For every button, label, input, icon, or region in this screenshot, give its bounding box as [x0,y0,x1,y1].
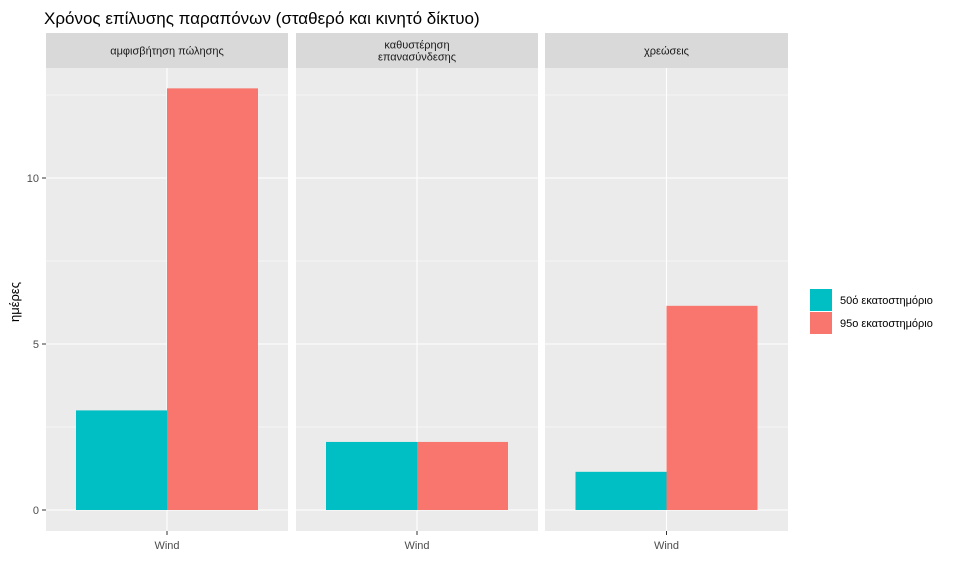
y-tick-label: 5 [33,339,39,351]
legend-key [810,289,832,311]
bar-p50 [326,441,417,510]
facet-strip-label: χρεώσεις [644,46,689,58]
facet-strip-label: επανασύνδεσης [378,52,456,64]
y-axis: 0 5 10 [27,173,46,517]
legend: 50ό εκατοστημόριο 95ο εκατοστημόριο [810,289,933,334]
bar-p95 [666,305,758,510]
facet-panel: χρεώσεις Wind [545,33,788,552]
facet-panels: αμφισβήτηση πώλησηςWindκαθυστέρησηεπανασ… [46,33,788,552]
y-tick-label: 0 [33,505,39,517]
facet-panel: αμφισβήτηση πώλησης Wind [46,33,288,552]
legend-key [810,312,832,334]
bar-p50 [575,471,667,510]
facet-strip-label: καθυστέρηση [384,40,449,52]
facet-strip [46,33,288,68]
legend-label: 50ό εκατοστημόριο [840,295,933,307]
x-tick-label: Wind [404,540,429,552]
y-axis-title: ημέρες [7,282,22,322]
bar-p95 [417,441,508,510]
bar-p50 [76,410,167,510]
chart-title: Χρόνος επίλυσης παραπόνων (σταθερό και κ… [44,9,480,28]
x-tick-label: Wind [654,540,679,552]
facet-strip [545,33,788,68]
legend-label: 95ο εκατοστημόριο [840,318,933,330]
y-tick-label: 10 [27,173,39,185]
x-tick-label: Wind [154,540,179,552]
facet-strip-label: αμφισβήτηση πώλησης [110,46,224,58]
facet-strip [296,33,538,68]
bar-p95 [167,88,258,511]
